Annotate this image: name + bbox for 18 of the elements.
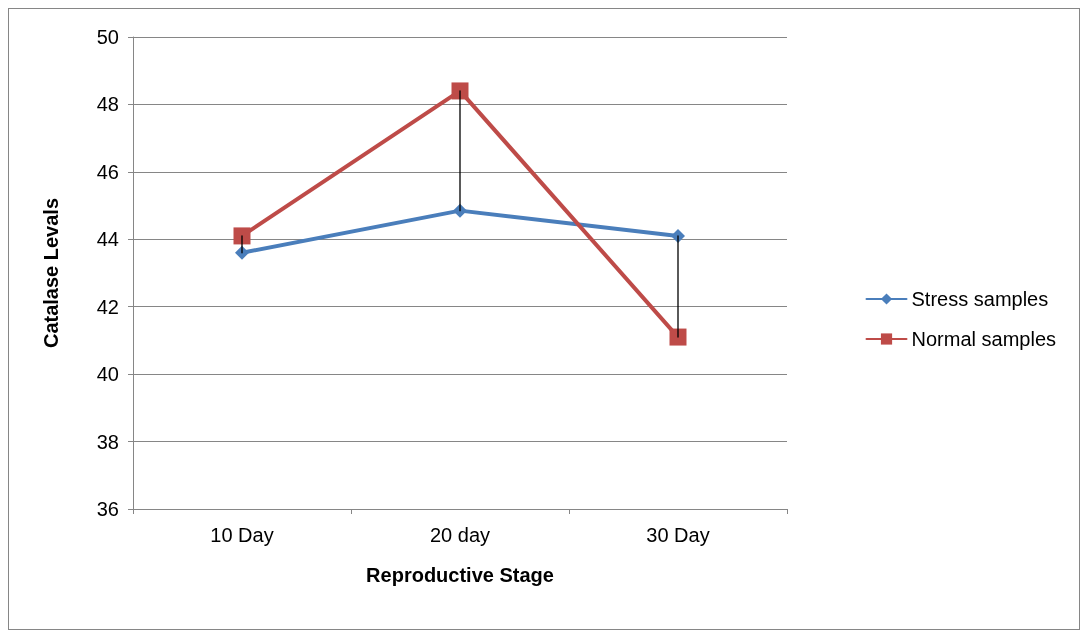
y-axis-title: Catalase Levals	[40, 197, 62, 349]
x-tick-label: 30 Day	[646, 524, 710, 546]
y-tick-label: 46	[96, 160, 119, 183]
y-tick-label: 48	[96, 93, 119, 116]
legend-label: Stress samples	[911, 288, 1049, 310]
y-tick-label: 38	[96, 430, 119, 453]
point	[451, 82, 469, 100]
y-tick-label: 44	[96, 228, 119, 251]
x-tick-label: 10 Day	[210, 524, 274, 546]
legend-label: Normal samples	[911, 328, 1056, 350]
y-tick-label: 50	[96, 26, 119, 48]
point	[669, 328, 687, 346]
point	[233, 227, 251, 245]
y-tick-label: 40	[96, 363, 119, 386]
x-tick-label: 20 day	[429, 524, 491, 546]
x-axis-title: Reproductive Stage	[366, 564, 554, 586]
y-tick-label: 42	[96, 295, 119, 318]
y-tick-label: 36	[96, 498, 119, 520]
